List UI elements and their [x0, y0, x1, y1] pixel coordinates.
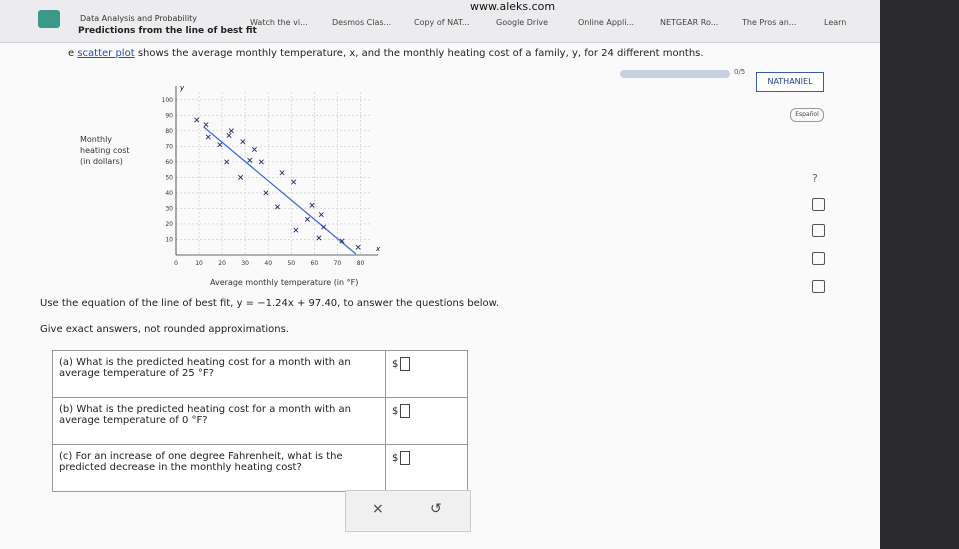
data-point: [203, 122, 209, 128]
x-axis-label: Average monthly temperature (in °F): [210, 278, 359, 287]
side-icon[interactable]: [812, 198, 825, 211]
data-point: [247, 157, 253, 163]
menu-button[interactable]: [38, 10, 60, 28]
data-point: [205, 134, 211, 140]
x-axis-letter: x: [375, 245, 381, 253]
y-tick-label: 70: [165, 143, 173, 150]
y-axis-label: Monthly heating cost (in dollars): [80, 135, 130, 166]
data-point: [291, 179, 297, 185]
instruction: Use the equation of the line of best fit…: [40, 298, 500, 309]
question-table: (a) What is the predicted heating cost f…: [52, 350, 468, 492]
y-tick-label: 90: [165, 112, 173, 119]
progress-bar: [620, 70, 730, 78]
browser-tab[interactable]: Copy of NAT...: [414, 18, 470, 27]
data-point: [224, 159, 230, 165]
intro-text: e: [68, 48, 75, 59]
device-bezel: [880, 0, 959, 549]
y-axis-letter: y: [179, 84, 185, 92]
url[interactable]: www.aleks.com: [470, 0, 556, 13]
fit-line: [203, 126, 357, 255]
x-tick-label: 80: [357, 260, 365, 267]
unit: $: [392, 359, 399, 370]
browser-tab[interactable]: Google Drive: [496, 18, 549, 27]
side-icon[interactable]: [812, 224, 825, 237]
topic: Data Analysis and Probability: [80, 14, 198, 23]
browser-tab[interactable]: The Pros an...: [742, 18, 797, 27]
browser-tab[interactable]: Learn: [824, 18, 847, 27]
progress-text: 0/5: [734, 68, 746, 76]
button-bar: × ↺: [345, 490, 471, 532]
question-text: (b) What is the predicted heating cost f…: [52, 397, 386, 445]
data-point: [304, 216, 310, 222]
x-tick-label: 60: [311, 260, 319, 267]
data-point: [355, 244, 361, 250]
y-tick-label: 20: [165, 221, 173, 228]
y-tick-label: 10: [165, 236, 173, 243]
data-point: [217, 142, 223, 148]
user-menu[interactable]: NATHANIEL: [756, 72, 824, 92]
x-tick-label: 10: [195, 260, 203, 267]
data-point: [240, 139, 246, 145]
y-tick-label: 50: [165, 174, 173, 181]
data-point: [318, 212, 324, 218]
data-point: [279, 170, 285, 176]
intro: e scatter plot shows the average monthly…: [68, 48, 704, 59]
answer-input[interactable]: [400, 404, 411, 418]
x-tick-label: 30: [241, 260, 249, 267]
data-point: [258, 159, 264, 165]
help-button[interactable]: ?: [812, 172, 818, 185]
y-tick-label: 100: [162, 97, 174, 104]
x-tick-label: 40: [264, 260, 272, 267]
y-tick-label: 80: [165, 128, 173, 135]
answer-cell: $: [385, 397, 468, 445]
data-point: [321, 224, 327, 230]
side-icon[interactable]: [812, 252, 825, 265]
answer-input[interactable]: [400, 451, 411, 465]
unit: $: [392, 453, 399, 464]
x-tick-label: 0: [174, 260, 178, 267]
side-icon[interactable]: [812, 280, 825, 293]
data-point: [238, 174, 244, 180]
y-tick-label: 40: [165, 190, 173, 197]
data-point: [274, 204, 280, 210]
undo-button[interactable]: ↺: [430, 501, 442, 517]
data-point: [194, 117, 200, 123]
y-tick-label: 60: [165, 159, 173, 166]
question-text: (a) What is the predicted heating cost f…: [52, 350, 386, 398]
data-point: [228, 128, 234, 134]
x-tick-label: 20: [218, 260, 226, 267]
answer-cell: $: [385, 444, 468, 492]
intro-text: shows the average monthly temperature, x…: [137, 48, 704, 59]
language-button[interactable]: Español: [790, 108, 824, 122]
browser-bar: www.aleks.com Watch the vi... Desmos Clas…: [0, 0, 880, 43]
question-row: (b) What is the predicted heating cost f…: [52, 397, 468, 445]
note: Give exact answers, not rounded approxim…: [40, 324, 289, 335]
data-point: [339, 238, 345, 244]
question-row: (c) For an increase of one degree Fahren…: [52, 444, 468, 492]
scatter-plot-link[interactable]: scatter plot: [77, 48, 135, 59]
browser-tab[interactable]: Desmos Clas...: [332, 18, 392, 27]
data-point: [251, 146, 257, 152]
data-point: [316, 235, 322, 241]
browser-tab[interactable]: Online Appli...: [578, 18, 635, 27]
browser-tab[interactable]: NETGEAR Ro...: [660, 18, 719, 27]
unit: $: [392, 406, 399, 417]
lesson-title: Predictions from the line of best fit: [78, 26, 257, 36]
question-row: (a) What is the predicted heating cost f…: [52, 350, 468, 398]
y-tick-label: 30: [165, 205, 173, 212]
data-point: [293, 227, 299, 233]
data-point: [226, 132, 232, 138]
answer-cell: $: [385, 350, 468, 398]
scatter-plot: 10 20 30 40 50 60 70 80 90 100 0 10 20 30 40 50 60 70 80 y x: [162, 84, 381, 267]
question-text: (c) For an increase of one degree Fahren…: [52, 444, 386, 492]
data-point: [309, 202, 315, 208]
browser-tab[interactable]: Watch the vi...: [250, 18, 308, 27]
x-tick-label: 50: [287, 260, 295, 267]
answer-input[interactable]: [400, 357, 411, 371]
data-point: [263, 190, 269, 196]
clear-button[interactable]: ×: [372, 501, 384, 517]
x-tick-label: 70: [334, 260, 342, 267]
